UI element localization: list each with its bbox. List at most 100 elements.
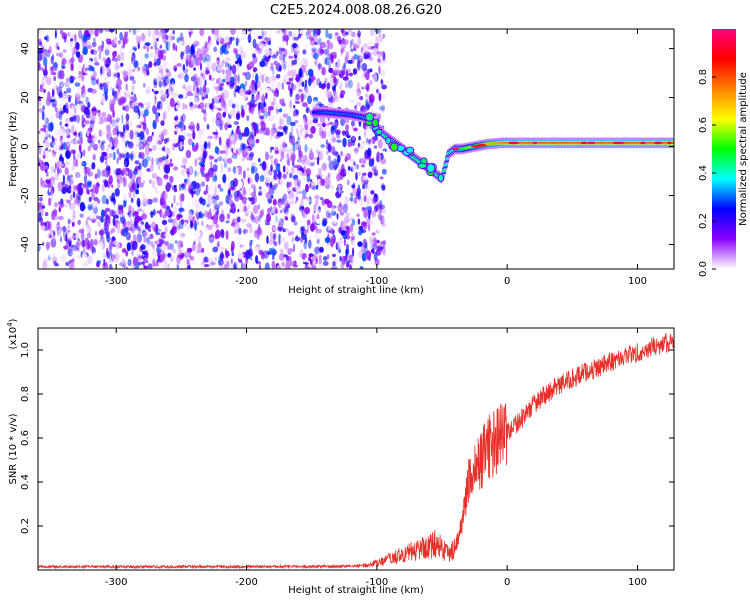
spectrogram-ridge [312,106,674,184]
noise-speck [249,32,252,36]
noise-speck [228,140,232,149]
noise-speck [48,188,51,193]
y-tick-label: -40 [20,236,31,252]
noise-speck [115,125,119,131]
noise-speck [196,65,201,70]
noise-speck [78,29,83,39]
noise-speck [293,104,296,109]
noise-speck [182,90,187,98]
noise-speck [332,157,338,166]
noise-speck [197,157,202,161]
noise-speck [119,31,123,41]
noise-speck [105,44,111,51]
noise-speck [351,38,354,46]
noise-speck [371,139,375,144]
noise-speck [377,208,381,215]
noise-speck [308,253,314,258]
noise-speck [43,136,48,141]
noise-speck [183,165,186,170]
noise-speck [65,150,71,159]
noise-speck [361,81,367,89]
noise-speck [44,184,48,188]
noise-speck [47,138,53,143]
noise-speck [171,130,175,137]
noise-speck [357,33,361,37]
noise-speck [325,71,329,75]
noise-speck [129,100,134,106]
y-tick-label: 0.6 [20,430,31,446]
noise-speck [117,40,122,45]
noise-speck [305,168,312,177]
noise-speck [91,29,94,35]
noise-speck [275,163,281,173]
noise-speck [257,136,260,140]
noise-speck [95,116,101,124]
noise-speck [355,92,362,98]
noise-speck [228,37,233,43]
noise-speck [300,249,303,258]
noise-speck [338,184,341,194]
noise-speck [275,62,282,72]
noise-speck [305,183,309,193]
noise-speck [120,62,124,67]
noise-speck [166,153,169,160]
noise-speck [261,29,265,40]
noise-speck [214,204,220,210]
noise-speck [312,40,315,47]
noise-speck [324,237,331,244]
noise-speck [332,222,337,231]
noise-speck [324,77,328,83]
noise-speck [113,73,120,78]
noise-speck [382,248,388,254]
noise-speck [104,222,110,232]
noise-speck [267,66,272,72]
noise-speck [113,142,118,149]
noise-speck [119,48,123,55]
noise-speck [282,113,289,118]
noise-speck [241,218,247,223]
noise-speck [71,125,75,135]
noise-speck [178,72,184,80]
noise-speck [70,185,74,194]
noise-speck [255,129,260,134]
noise-speck [322,261,329,266]
noise-speck [378,92,382,102]
noise-speck [212,246,219,253]
noise-speck [198,144,205,151]
noise-speck [101,194,108,205]
noise-speck [158,261,165,269]
noise-speck [71,212,75,216]
noise-speck [308,77,312,87]
noise-speck [82,149,86,157]
noise-speck [294,174,299,182]
noise-speck [70,76,77,80]
noise-speck [367,41,373,46]
noise-speck [189,31,192,38]
noise-speck [348,29,353,34]
noise-speck [68,96,71,103]
noise-speck [103,258,106,263]
noise-speck [300,236,304,243]
noise-speck [128,169,133,179]
noise-speck [105,38,112,43]
noise-speck [155,232,160,236]
noise-speck [60,135,63,141]
noise-speck [304,207,311,215]
noise-speck [293,195,297,202]
noise-speck [173,184,177,188]
noise-speck [74,82,81,87]
noise-speck [229,180,236,190]
noise-speck [174,116,178,121]
noise-speck [236,125,240,129]
noise-speck [202,62,207,72]
noise-speck [98,50,101,60]
noise-speck [89,214,96,220]
snr-panel: -300 -200 -100 0 100 0.20.40.60.81.0 Height … [6,318,675,596]
noise-speck [68,252,74,256]
noise-speck [187,91,192,97]
noise-speck [270,75,277,81]
noise-speck [320,144,326,148]
noise-speck [306,219,311,226]
figure-title: C2E5.2024.008.08.26.G20 [270,3,442,18]
noise-speck [112,51,117,58]
